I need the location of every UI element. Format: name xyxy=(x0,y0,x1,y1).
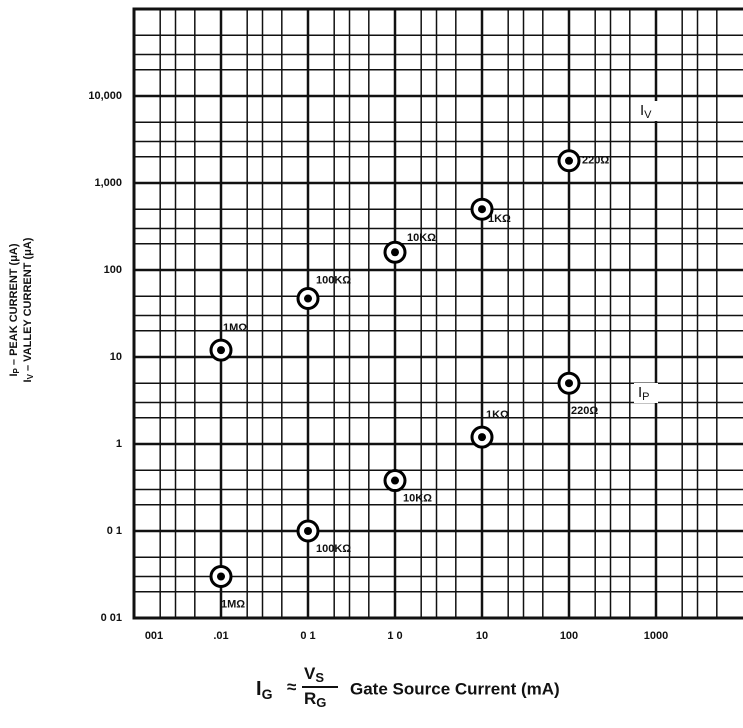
point-dot xyxy=(478,433,486,442)
point xyxy=(296,287,320,311)
point xyxy=(209,564,233,588)
point-dot xyxy=(391,476,399,485)
x-tick-label: 100 xyxy=(560,630,578,642)
y-tick-label: 10,000 xyxy=(88,90,122,102)
x-label-symbol: IG xyxy=(256,678,273,701)
series-tag-sub: P xyxy=(642,391,649,403)
point xyxy=(383,469,407,493)
series-tag: IV xyxy=(640,102,652,121)
series-tag-sub: V xyxy=(644,109,652,121)
y-tick-label: 100 xyxy=(104,264,122,276)
plot-area xyxy=(132,7,743,620)
point-label: 10KΩ xyxy=(407,232,436,244)
point xyxy=(557,149,581,173)
y-tick-label: 1 xyxy=(116,438,122,450)
point-label: 10KΩ xyxy=(403,492,432,504)
x-label-text: Gate Source Current (mA) xyxy=(350,679,560,698)
point-label: 100KΩ xyxy=(316,274,351,286)
point-dot xyxy=(304,294,312,303)
point xyxy=(209,338,233,362)
series-tag: IP xyxy=(638,384,650,403)
y-label-line: IP – PEAK CURRENT (μA) xyxy=(8,243,21,376)
point-dot xyxy=(217,346,225,355)
point-label: 220Ω xyxy=(571,405,598,417)
y-tick-label: 0 01 xyxy=(101,612,122,624)
y-tick-label: 10 xyxy=(110,351,122,363)
x-tick-label: 1 0 xyxy=(387,630,402,642)
point-label: 1KΩ xyxy=(486,409,509,421)
x-label-denominator: RG xyxy=(304,689,326,710)
x-tick-label: 1000 xyxy=(644,630,668,642)
y-tick-label: 0 1 xyxy=(107,525,122,537)
point-dot xyxy=(391,248,399,257)
axis-frame xyxy=(132,7,743,620)
series-tag-main: I xyxy=(640,102,644,119)
x-label-numerator: VS xyxy=(304,664,324,685)
point-dot xyxy=(304,527,312,535)
point-dot xyxy=(565,156,573,165)
series-tag-box xyxy=(636,101,660,121)
x-tick-label: 0 1 xyxy=(300,630,315,642)
x-label-approx: ≈ xyxy=(287,677,296,696)
x-tick-label: 001 xyxy=(145,630,163,642)
point-dot xyxy=(565,379,573,388)
point-label: 1MΩ xyxy=(221,598,245,610)
point xyxy=(470,197,494,221)
y-tick-label: 1,000 xyxy=(94,177,122,189)
point-label: 1MΩ xyxy=(223,322,247,334)
point xyxy=(557,371,581,395)
point-label: 100KΩ xyxy=(316,543,351,555)
series-tag-main: I xyxy=(638,384,642,401)
point-label: 1KΩ xyxy=(488,213,511,225)
point-dot xyxy=(478,205,486,214)
point xyxy=(296,519,320,543)
x-label: IG ≈ VS RG Gate Source Current (mA) xyxy=(256,664,560,710)
x-tick-label: 10 xyxy=(476,630,488,642)
point xyxy=(383,240,407,264)
y-label: IP – PEAK CURRENT (μA) IV – VALLEY CURRE… xyxy=(8,237,35,382)
point-dot xyxy=(217,572,225,581)
point xyxy=(470,425,494,449)
x-tick-label: .01 xyxy=(213,630,228,642)
point-label: 220Ω xyxy=(582,155,609,167)
y-label-line: IV – VALLEY CURRENT (μA) xyxy=(22,237,35,382)
series-tag-box xyxy=(634,383,658,403)
